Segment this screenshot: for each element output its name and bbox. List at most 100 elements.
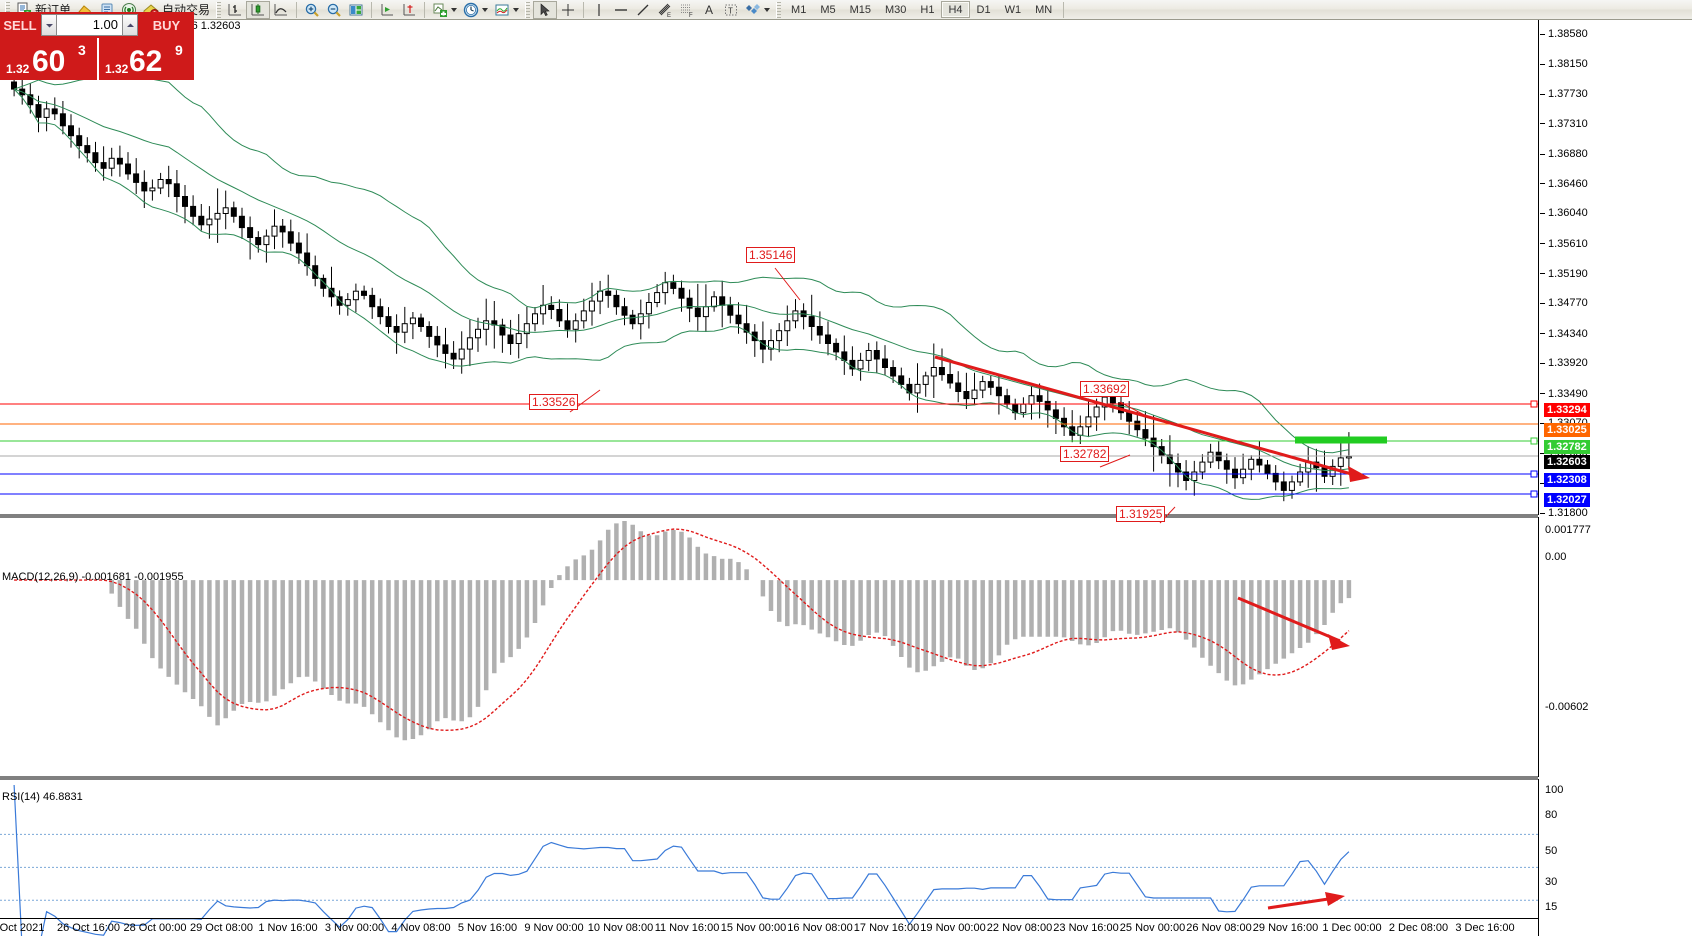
- price-axis-tick: 1.36880: [1540, 148, 1588, 160]
- macd-axis-tick-bottom: -0.00602: [1545, 701, 1589, 713]
- macd-axis[interactable]: 0.001777 0.00 -0.00602: [1538, 517, 1692, 777]
- chart-canvas[interactable]: [0, 20, 1538, 936]
- time-axis-tick: 26 Nov 08:00: [1186, 922, 1252, 934]
- timeframe-w1[interactable]: W1: [1004, 4, 1022, 16]
- crosshair-button[interactable]: [557, 1, 579, 19]
- toolbar-grip-2[interactable]: [216, 1, 222, 18]
- price-level-badge[interactable]: 1.32027: [1544, 493, 1590, 507]
- price-axis-tick: 1.38150: [1540, 58, 1588, 70]
- bar-chart-button[interactable]: [224, 1, 246, 19]
- auto-scroll-button[interactable]: [398, 1, 420, 19]
- volume-decrease-button[interactable]: [41, 14, 57, 36]
- buy-price-integer: 1.32: [105, 62, 129, 76]
- price-axis[interactable]: 1.38580 1.38150 1.37730 1.37310 1.36880 1.364…: [1538, 20, 1692, 519]
- toolbar-grip[interactable]: [5, 1, 10, 18]
- price-level-badge[interactable]: 1.32603: [1544, 455, 1590, 469]
- price-annotation-label[interactable]: 1.33692: [1080, 381, 1130, 397]
- price-axis-tick: 1.31800: [1540, 507, 1588, 519]
- add-indicator-button[interactable]: [429, 1, 460, 19]
- volume-input[interactable]: 1.00: [57, 14, 122, 36]
- chevron-down-icon[interactable]: [451, 7, 458, 12]
- cursor-icon: [537, 2, 553, 18]
- timeframe-m15[interactable]: M15: [849, 4, 871, 16]
- rsi-axis-tick-100: 100: [1545, 784, 1564, 796]
- time-axis-tick: 10 Nov 08:00: [587, 922, 654, 934]
- toolbar-separator-1: [296, 1, 298, 18]
- time-axis-tick: 17 Nov 16:00: [853, 922, 920, 934]
- time-axis-tick: 26 Oct 16:00: [57, 922, 120, 934]
- line-chart-button[interactable]: [270, 1, 292, 19]
- time-axis-tick: 3 Nov 00:00: [324, 922, 385, 934]
- main-toolbar[interactable]: 新订单: [0, 0, 1692, 20]
- timeframe-h4[interactable]: H4: [941, 1, 970, 18]
- chevron-down-icon-4[interactable]: [764, 7, 771, 12]
- rsi-axis-tick-30: 30: [1545, 876, 1558, 888]
- toolbar-separator-5: [1063, 1, 1065, 18]
- timeframe-m30[interactable]: M30: [885, 4, 907, 16]
- chevron-down-icon-3[interactable]: [513, 7, 520, 12]
- sell-price-pips: 60: [32, 45, 66, 78]
- timeframe-m1[interactable]: M1: [791, 4, 807, 16]
- price-level-badge[interactable]: 1.33294: [1544, 403, 1590, 417]
- text-button[interactable]: A: [698, 1, 720, 19]
- cursor-button[interactable]: [533, 0, 558, 19]
- chevron-down-icon-2[interactable]: [482, 7, 489, 12]
- buy-button[interactable]: BUY: [139, 12, 194, 38]
- toolbar-separator-3: [424, 1, 426, 18]
- vertical-line-button[interactable]: [588, 1, 610, 19]
- time-axis-tick: 29 Nov 16:00: [1252, 922, 1319, 934]
- sell-button[interactable]: SELL: [0, 12, 40, 38]
- volume-increase-button[interactable]: [122, 14, 138, 36]
- time-axis-tick: 11 Nov 16:00: [654, 922, 720, 934]
- zoom-out-icon: [326, 2, 342, 18]
- one-click-trading-panel[interactable]: SELL 1.00 BUY 1.32 60 3 1.32 62 9: [0, 12, 194, 80]
- fibonacci-button[interactable]: F: [676, 1, 698, 19]
- timeframe-m5[interactable]: M5: [820, 4, 836, 16]
- zoom-out-button[interactable]: [323, 1, 345, 19]
- sell-price-fraction: 3: [78, 42, 86, 58]
- buy-price-display[interactable]: 1.32 62 9: [97, 38, 194, 80]
- trendline-icon: [635, 2, 651, 18]
- rsi-axis-tick-50: 50: [1545, 845, 1558, 857]
- timeframe-d1[interactable]: D1: [976, 4, 991, 16]
- zoom-in-button[interactable]: [301, 1, 323, 19]
- timeframe-h1[interactable]: H1: [920, 4, 935, 16]
- price-axis-tick: 1.37730: [1540, 88, 1588, 100]
- price-level-badge[interactable]: 1.32308: [1544, 473, 1590, 487]
- shift-end-button[interactable]: [376, 1, 398, 19]
- price-annotation-label[interactable]: 1.33526: [529, 394, 579, 410]
- templates-button[interactable]: [491, 1, 522, 19]
- zoom-in-icon: [304, 2, 320, 18]
- trendline-button[interactable]: [632, 1, 654, 19]
- price-annotation-label[interactable]: 1.31925: [1116, 506, 1166, 522]
- macd-axis-tick-zero: 0.00: [1545, 551, 1567, 563]
- price-level-badge[interactable]: 1.32782: [1544, 440, 1590, 454]
- price-axis-tick: 1.33490: [1540, 388, 1588, 400]
- time-axis-tick: 1 Nov 16:00: [258, 922, 318, 934]
- candlestick-chart-button[interactable]: [246, 0, 271, 19]
- macd-indicator-label: MACD(12,26,9) -0.001681 -0.001955: [2, 571, 184, 583]
- crosshair-icon: [560, 2, 576, 18]
- toolbar-grip-3[interactable]: [525, 1, 531, 18]
- shapes-button[interactable]: [742, 1, 773, 19]
- timeframe-mn[interactable]: MN: [1035, 4, 1053, 16]
- text-label-button[interactable]: T: [720, 1, 742, 19]
- strategy-tester-button[interactable]: [345, 1, 367, 19]
- price-level-badge[interactable]: 1.33025: [1544, 423, 1590, 437]
- clock-icon: [463, 2, 479, 18]
- rsi-axis[interactable]: 100 80 50 30 15: [1538, 779, 1692, 936]
- price-axis-tick: 1.33920: [1540, 357, 1588, 369]
- chart-area[interactable]: GBPUSD-,H4 1.32561 1.32622 1.32526 1.326…: [0, 20, 1692, 936]
- price-annotation-label[interactable]: 1.32782: [1060, 446, 1110, 462]
- equidistant-channel-button[interactable]: E: [654, 1, 676, 19]
- toolbar-grip-4[interactable]: [776, 1, 782, 18]
- horizontal-line-button[interactable]: [610, 1, 632, 19]
- auto-scroll-icon: [401, 2, 417, 18]
- toolbar-separator-4: [583, 1, 585, 18]
- toolbar-separator-2: [371, 1, 373, 18]
- period-button[interactable]: [460, 1, 491, 19]
- volume-stepper[interactable]: 1.00: [40, 12, 139, 38]
- price-annotation-label[interactable]: 1.35146: [746, 247, 796, 263]
- fibonacci-icon: F: [679, 2, 695, 18]
- sell-price-display[interactable]: 1.32 60 3: [0, 38, 97, 80]
